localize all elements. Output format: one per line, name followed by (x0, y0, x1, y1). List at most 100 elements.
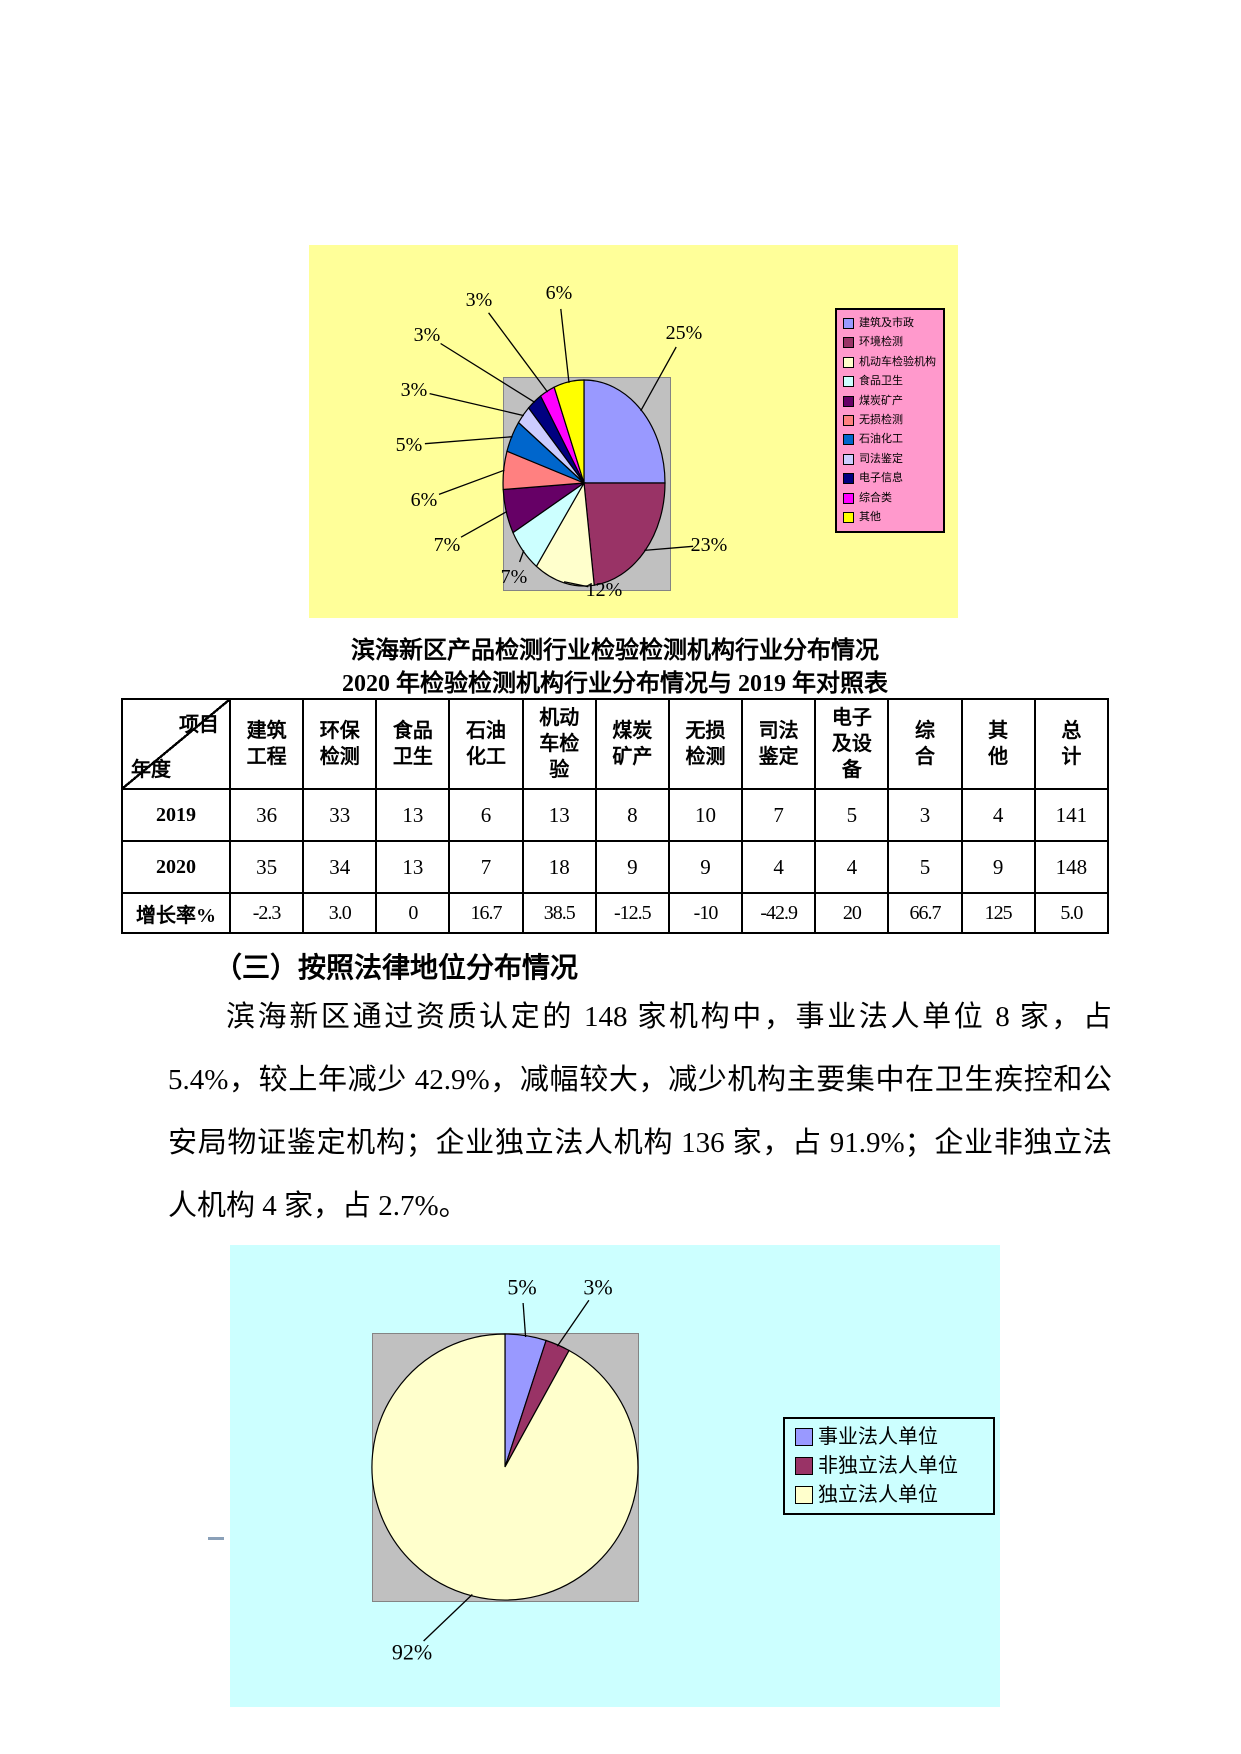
table-cell: 13 (375, 840, 451, 894)
legend-label: 独立法人单位 (818, 1484, 938, 1506)
leader-line (438, 469, 505, 496)
column-header: 环保检测 (302, 698, 378, 790)
column-header: 总计 (1033, 698, 1110, 790)
legend-item: 综合类 (843, 491, 939, 504)
table-cell: 4 (960, 788, 1036, 842)
legend-label: 其他 (859, 510, 881, 523)
legend-item: 石油化工 (843, 434, 939, 446)
table-cell: 141 (1033, 788, 1110, 842)
pie-label: 3% (583, 1275, 612, 1300)
column-header: 综合 (887, 698, 963, 790)
legend-item: 煤炭矿产 (843, 394, 939, 407)
table-cell: 148 (1033, 840, 1110, 894)
table-cell: 16.7 (448, 892, 524, 934)
legend-item: 其他 (843, 510, 939, 523)
legend-label: 煤炭矿产 (859, 394, 903, 407)
table-cell: 5 (887, 840, 963, 894)
legend-swatch (843, 337, 854, 349)
legend-item: 非独立法人单位 (795, 1456, 987, 1476)
pie-label: 3% (466, 289, 493, 311)
margin-dash (208, 1537, 224, 1540)
legend-label: 司法鉴定 (859, 452, 903, 465)
legal-status-pie-legend: 事业法人单位 非独立法人单位 独立法人单位 (783, 1417, 995, 1515)
table-cell: -2.3 (228, 892, 305, 934)
pie-label: 6% (411, 489, 438, 511)
legend-item: 环境检测 (843, 337, 939, 349)
legend-swatch (843, 434, 854, 446)
legend-item: 电子信息 (843, 472, 939, 485)
pie-label: 7% (434, 534, 461, 556)
pie-label: 5% (507, 1275, 536, 1300)
column-header: 食品卫生 (375, 698, 451, 790)
row-label: 2020 (121, 840, 231, 894)
table-cell: 0 (375, 892, 451, 934)
column-header: 其他 (960, 698, 1036, 790)
legend-swatch (843, 376, 854, 388)
leader-line (440, 342, 536, 403)
legend-item: 独立法人单位 (795, 1485, 987, 1505)
legend-label: 电子信息 (859, 472, 903, 485)
table-cell: 33 (302, 788, 378, 842)
leader-line (640, 346, 677, 412)
legend-swatch (843, 318, 854, 329)
table-cell: 10 (667, 788, 744, 842)
table-cell: 18 (521, 840, 597, 894)
table-cell: 125 (960, 892, 1036, 934)
leader-line (518, 550, 525, 563)
table-caption: 2020 年检验检测机构行业分布情况与 2019 年对照表 (342, 671, 888, 697)
legend-swatch (843, 414, 854, 426)
table-cell: 4 (814, 840, 890, 894)
table-cell: 35 (228, 840, 305, 894)
pie-slice (535, 481, 595, 587)
pie-label: 92% (392, 1640, 432, 1665)
legend-label: 食品卫生 (859, 375, 903, 388)
legend-label: 机动车检验机构 (859, 355, 936, 368)
pie-label: 23% (691, 534, 728, 556)
table-cell: 5.0 (1033, 892, 1110, 934)
table-cell: 38.5 (521, 892, 597, 934)
legend-item: 建筑及市政 (843, 318, 939, 329)
table-cell: 5 (814, 788, 890, 842)
table-cell: 66.7 (887, 892, 963, 934)
legend-swatch (843, 395, 854, 407)
legend-item: 无损检测 (843, 414, 939, 426)
legend-swatch (795, 1457, 813, 1475)
pie-label: 7% (501, 566, 528, 588)
table-row: 2020 35 34 13 7 18 9 9 4 4 5 9 148 (121, 840, 1110, 894)
table-cell: 6 (448, 788, 524, 842)
industry-comparison-table: 项目 年度 建筑工程 环保检测 食品卫生 石油化工 机动车检验 煤炭矿产 无损检测 司法鉴定电… (121, 698, 1110, 934)
leader-line (563, 581, 589, 588)
corner-cell: 项目 年度 (121, 698, 231, 790)
legal-status-pie-svg: 5% 3% 92% (371, 1275, 639, 1665)
table-cell: 7 (741, 788, 817, 842)
table-row: 2019 36 33 13 6 13 8 10 7 5 3 4 141 (121, 788, 1110, 842)
legend-label: 非独立法人单位 (818, 1455, 958, 1477)
leader-line (423, 1594, 473, 1642)
legend-swatch (843, 356, 854, 368)
leader-line (556, 1299, 590, 1347)
pie-slice (371, 1333, 639, 1601)
column-header: 石油化工 (448, 698, 524, 790)
column-header: 司法鉴定 (741, 698, 817, 790)
legend-label: 建筑及市政 (859, 317, 914, 329)
leader-line (424, 436, 513, 445)
row-label: 增长率% (121, 892, 231, 934)
table-cell: 13 (521, 788, 597, 842)
table-cell: 9 (594, 840, 670, 894)
table-cell: 34 (302, 840, 378, 894)
table-cell: 3.0 (302, 892, 378, 934)
legend-label: 综合类 (859, 491, 892, 504)
industry-pie-legend: 建筑及市政环境检测机动车检验机构 食品卫生煤炭矿产无损检测石油化工司法鉴定电子信息… (835, 308, 945, 533)
legend-swatch (843, 511, 854, 523)
legend-item: 司法鉴定 (843, 452, 939, 465)
table-cell: 3 (887, 788, 963, 842)
leader-line (488, 312, 549, 393)
pie-label: 25% (666, 322, 703, 344)
legend-item: 机动车检验机构 (843, 355, 939, 368)
legend-item: 事业法人单位 (795, 1427, 987, 1447)
section-heading: （三）按照法律地位分布情况 (214, 953, 579, 984)
table-cell: -12.5 (594, 892, 670, 934)
table-cell: 8 (594, 788, 670, 842)
legend-swatch (843, 473, 854, 485)
legend-swatch (795, 1428, 813, 1446)
